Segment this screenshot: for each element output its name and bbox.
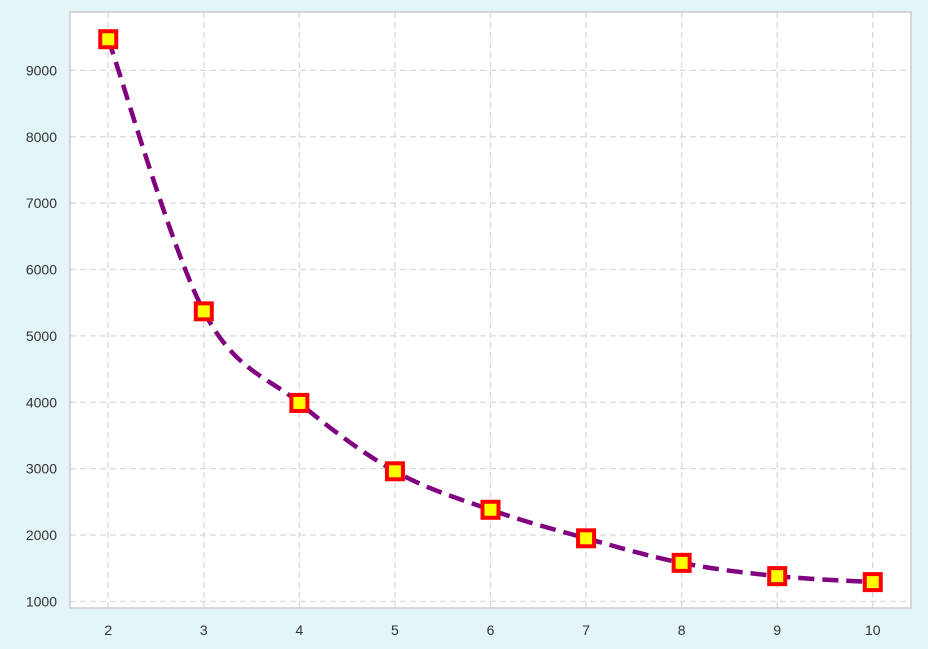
x-tick-label: 4 — [295, 622, 303, 638]
y-tick-labels: 1000 2000 3000 4000 5000 6000 7000 8000 9000 — [26, 62, 57, 609]
grid-lines — [70, 12, 911, 608]
x-tick-label: 2 — [104, 622, 112, 638]
x-tick-label: 6 — [487, 622, 495, 638]
x-tick-label: 3 — [200, 622, 208, 638]
data-markers — [98, 29, 883, 593]
data-point-marker — [862, 572, 883, 593]
y-tick-label: 8000 — [26, 129, 57, 145]
y-tick-label: 4000 — [26, 394, 57, 410]
x-tick-label: 7 — [582, 622, 590, 638]
y-tick-label: 3000 — [26, 461, 57, 477]
data-point-marker — [193, 301, 214, 322]
y-tick-label: 6000 — [26, 262, 57, 278]
data-point-marker — [767, 566, 788, 587]
x-tick-label: 9 — [773, 622, 781, 638]
axes-frame — [69, 11, 912, 609]
y-tick-label: 2000 — [26, 527, 57, 543]
y-tick-label: 1000 — [26, 593, 57, 609]
x-tick-label: 10 — [865, 622, 881, 638]
y-tick-label: 9000 — [26, 62, 57, 78]
series-line — [106, 38, 873, 585]
data-point-marker — [384, 461, 405, 482]
data-point-marker — [671, 552, 692, 573]
y-tick-label: 7000 — [26, 195, 57, 211]
x-tick-label: 8 — [678, 622, 686, 638]
data-point-marker — [98, 29, 119, 50]
data-point-marker — [480, 499, 501, 520]
y-tick-label: 5000 — [26, 328, 57, 344]
x-tick-label: 5 — [391, 622, 399, 638]
x-tick-labels: 2 3 4 5 6 7 8 9 10 — [104, 622, 880, 638]
data-point-marker — [289, 392, 310, 413]
data-point-marker — [576, 528, 597, 549]
